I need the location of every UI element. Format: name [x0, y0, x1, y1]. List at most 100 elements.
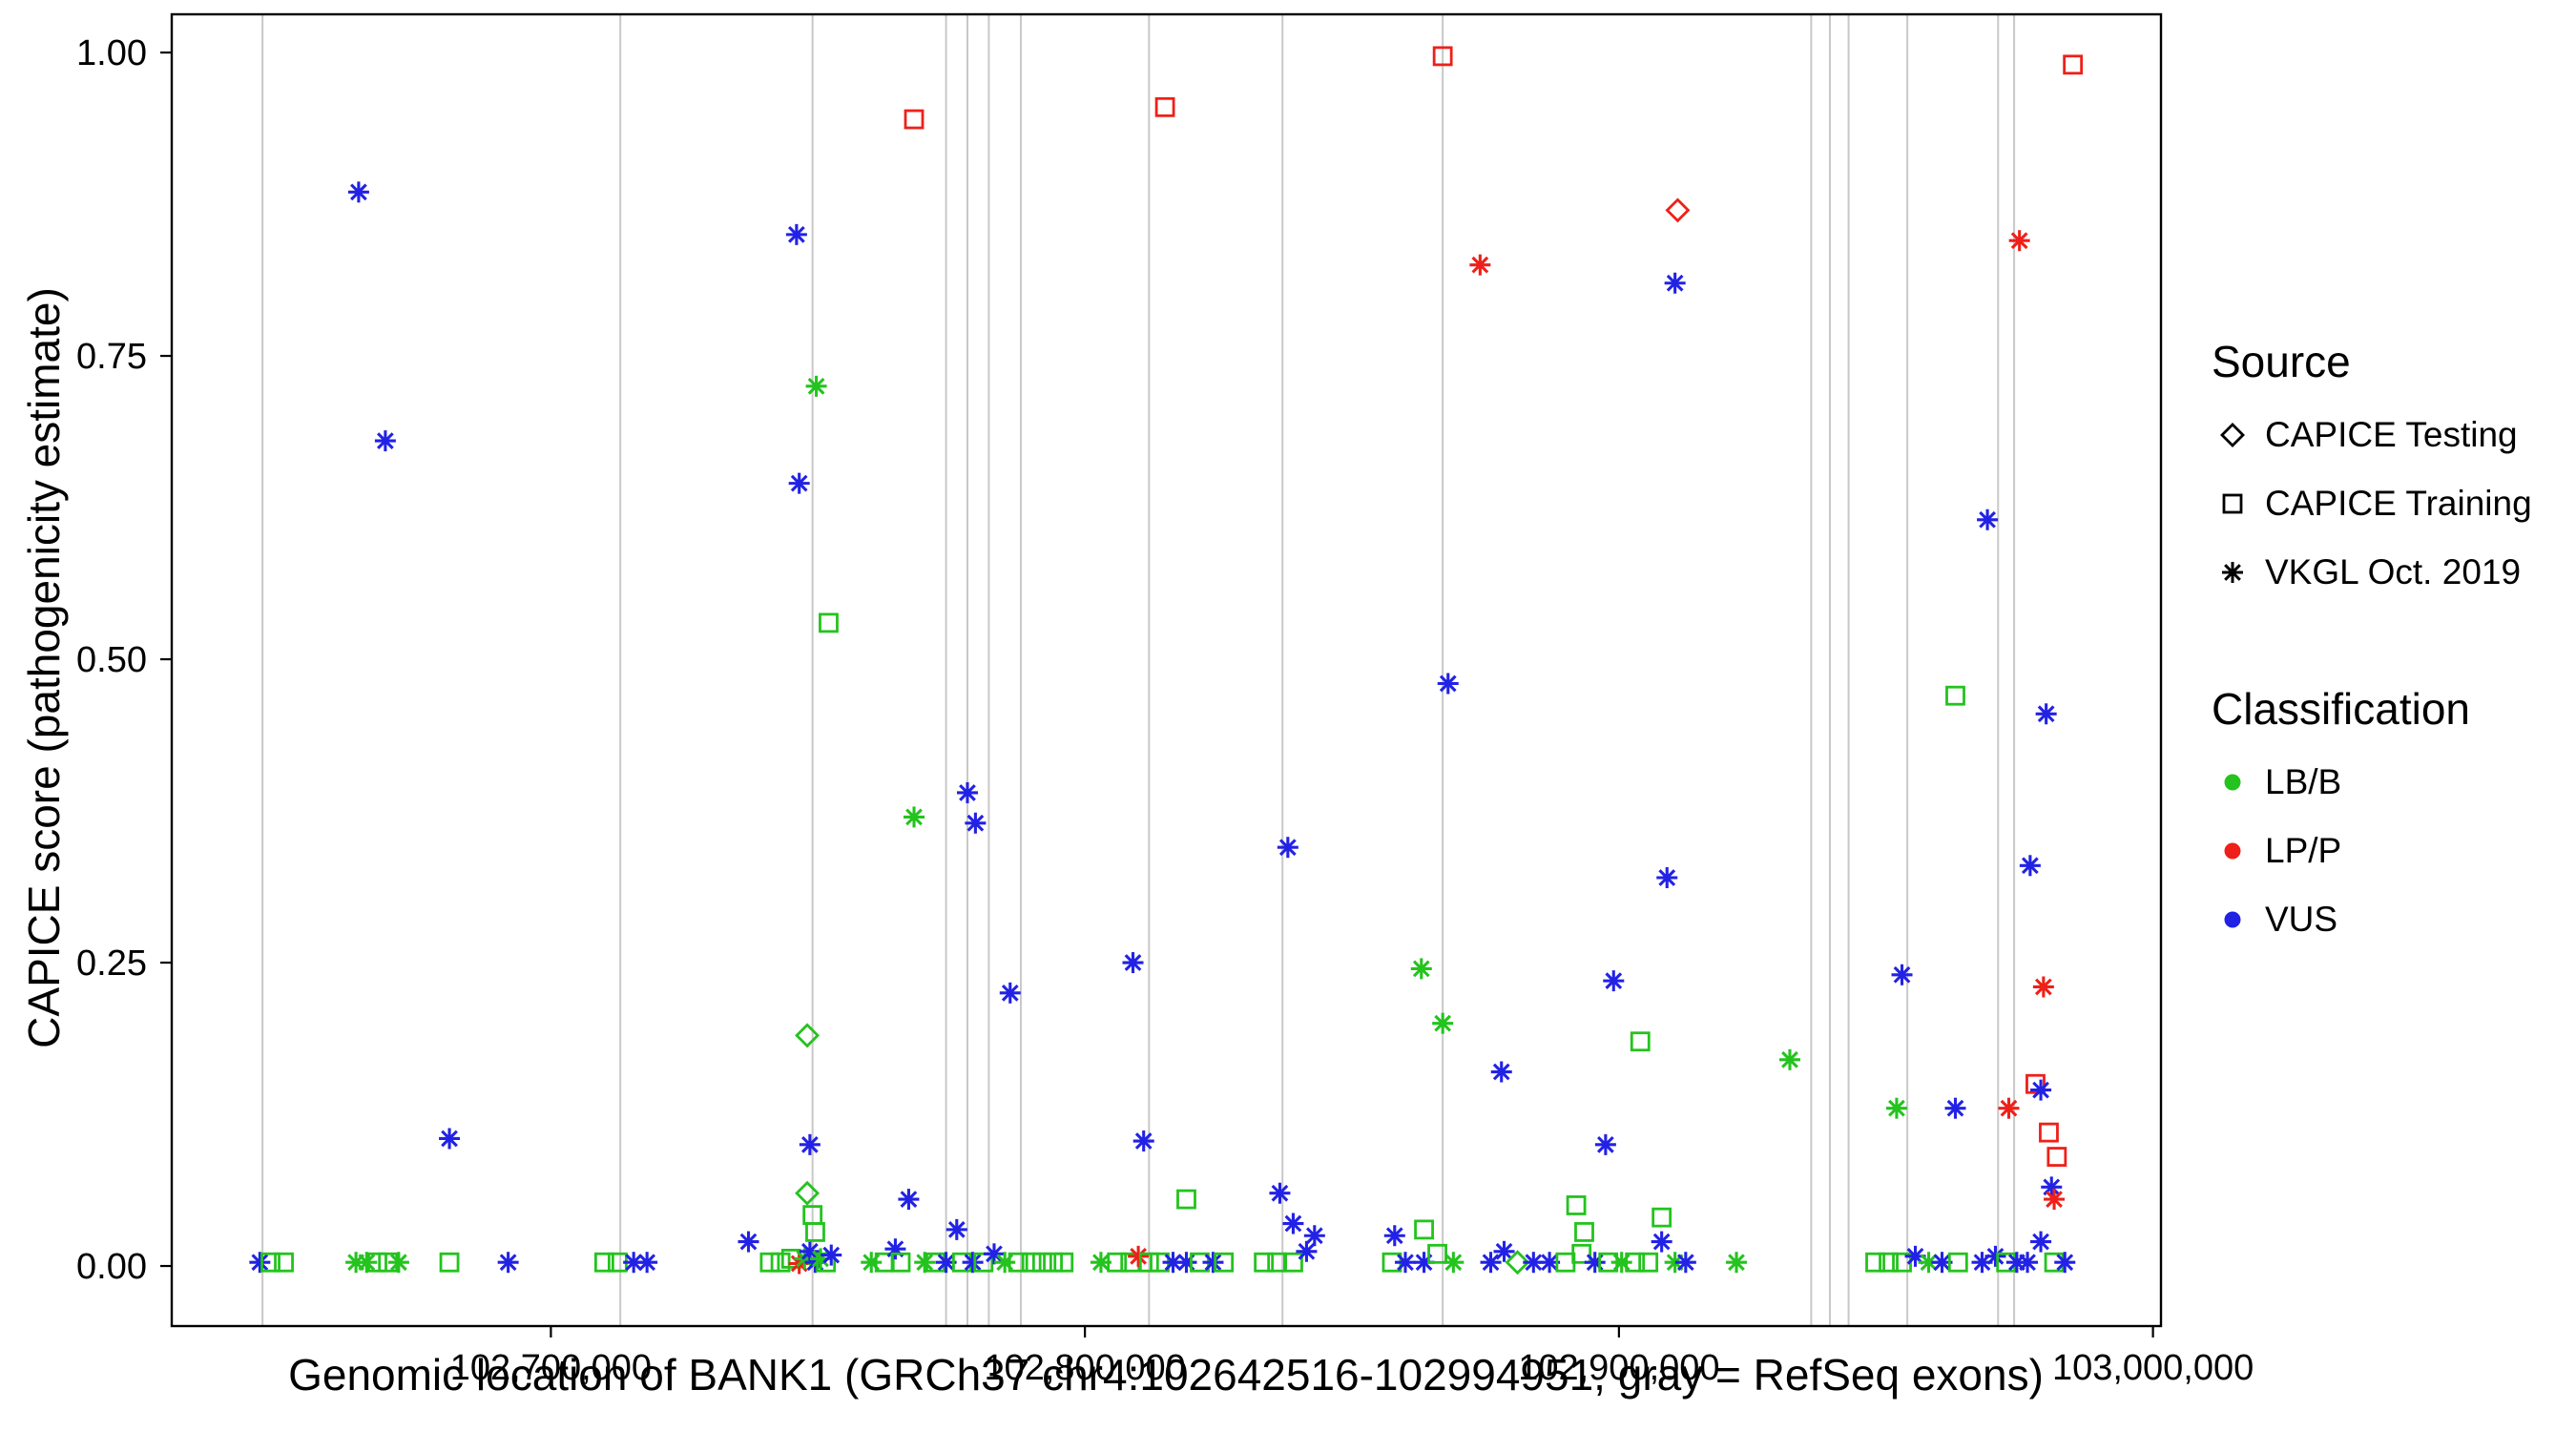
data-point-vkgl — [1269, 1182, 1291, 1204]
legend-item-label: CAPICE Training — [2265, 484, 2532, 523]
data-point-vkgl — [810, 1248, 832, 1270]
data-point-vkgl — [904, 806, 925, 828]
data-point-vkgl — [1128, 1245, 1150, 1267]
data-point-vkgl — [2035, 703, 2057, 725]
legend-item-capice-training: CAPICE Training — [2212, 469, 2532, 538]
data-point-vkgl — [1651, 1231, 1672, 1253]
data-point-vkgl — [1977, 508, 1999, 530]
data-point-training — [1414, 1219, 1434, 1240]
data-point-training — [973, 1252, 994, 1273]
legend-classification-block: Classification LB/B LP/P VUS — [2212, 683, 2532, 954]
data-point-vkgl — [1726, 1252, 1748, 1274]
legend-item-label: LB/B — [2265, 762, 2342, 801]
data-point-vkgl — [1891, 964, 1913, 985]
data-point-vkgl — [249, 1252, 271, 1274]
legend-source-title: Source — [2212, 337, 2351, 386]
data-point-training — [2025, 1073, 2046, 1094]
data-point-vkgl — [1469, 254, 1491, 276]
data-point-training — [1865, 1252, 1885, 1273]
data-point-vkgl — [356, 1252, 378, 1274]
data-point-training — [439, 1252, 460, 1273]
data-point-vkgl — [821, 1244, 842, 1266]
data-point-vkgl — [1437, 673, 1459, 695]
data-point-training — [1053, 1252, 1074, 1273]
data-point-vkgl — [636, 1252, 658, 1274]
data-point-vkgl — [965, 812, 987, 834]
data-point-vkgl — [1998, 1097, 2020, 1119]
data-point-training — [1566, 1195, 1587, 1215]
data-point-training — [1138, 1252, 1159, 1273]
data-point-training — [1283, 1252, 1303, 1273]
data-point-vkgl — [737, 1231, 759, 1253]
data-point-training — [1638, 1252, 1659, 1273]
circle-icon — [2224, 911, 2241, 928]
data-point-vkgl — [1277, 837, 1298, 859]
data-point-testing — [1665, 197, 1691, 223]
data-point-training — [1947, 1252, 1968, 1273]
y-tick-label: 0.50 — [76, 640, 147, 680]
legend-item-label: LP/P — [2265, 831, 2342, 870]
data-point-vkgl — [2044, 1189, 2066, 1211]
data-point-training — [1107, 1252, 1128, 1273]
y-tick-label: 0.25 — [76, 944, 147, 984]
data-point-training — [1625, 1252, 1646, 1273]
data-point-training — [1879, 1252, 1899, 1273]
data-point-training — [593, 1252, 614, 1273]
data-point-vkgl — [1539, 1252, 1561, 1274]
data-point-training — [1630, 1031, 1651, 1052]
data-point-vkgl — [2030, 1231, 2052, 1253]
data-point-training — [1176, 1189, 1196, 1210]
data-point-vkgl — [1413, 1252, 1435, 1274]
data-point-testing — [795, 1023, 821, 1048]
data-point-vkgl — [1944, 1097, 1966, 1119]
circle-icon — [2224, 842, 2241, 860]
x-tick-label: 102,800,000 — [984, 1348, 1185, 1388]
legend: Source CAPICE Testing CAPICE Training — [2212, 336, 2532, 954]
data-point-vkgl — [957, 781, 978, 803]
data-point-training — [759, 1252, 780, 1273]
square-icon — [2222, 493, 2243, 514]
data-point-vkgl — [1282, 1213, 1304, 1234]
legend-item-label: VKGL Oct. 2019 — [2265, 552, 2522, 591]
data-point-training — [805, 1222, 825, 1242]
y-tick-label: 0.75 — [76, 337, 147, 377]
legend-item-lbb: LB/B — [2212, 748, 2532, 817]
data-point-training — [1427, 1243, 1447, 1264]
data-point-training — [1652, 1207, 1672, 1228]
data-point-vkgl — [962, 1252, 984, 1274]
data-point-training — [2039, 1122, 2059, 1143]
panel-border — [170, 12, 2163, 1328]
data-point-vkgl — [1656, 867, 1678, 889]
data-point-vkgl — [1410, 958, 1432, 980]
x-tick-label: 102,900,000 — [1518, 1348, 1719, 1388]
data-point-vkgl — [1603, 970, 1625, 992]
data-point-training — [1945, 685, 1965, 706]
data-point-training — [819, 612, 839, 633]
legend-classification-title: Classification — [2212, 684, 2470, 734]
data-point-training — [274, 1252, 294, 1273]
data-point-training — [1154, 96, 1175, 117]
data-point-training — [1008, 1252, 1028, 1273]
data-point-vkgl — [1523, 1252, 1545, 1274]
data-point-vkgl — [2008, 230, 2030, 252]
data-point-testing — [795, 1180, 821, 1206]
data-point-vkgl — [497, 1252, 519, 1274]
data-point-vkgl — [1132, 1130, 1154, 1152]
y-tick-label: 0.00 — [76, 1247, 147, 1287]
data-point-vkgl — [1493, 1240, 1515, 1262]
asterisk-icon — [2222, 562, 2243, 583]
data-point-training — [1574, 1222, 1594, 1242]
y-axis-title: CAPICE score (pathogenicity estimate) — [19, 287, 69, 1048]
data-point-training — [1021, 1252, 1042, 1273]
axis-ticks — [160, 51, 2154, 1338]
exon-lines — [261, 14, 2016, 1326]
data-point-vkgl — [1296, 1240, 1318, 1262]
data-point-vkgl — [999, 982, 1021, 1004]
data-point-training — [1571, 1243, 1592, 1264]
data-point-vkgl — [1394, 1252, 1416, 1274]
data-point-vkgl — [387, 1252, 409, 1274]
data-point-vkgl — [884, 1238, 906, 1260]
circle-icon — [2224, 774, 2241, 791]
